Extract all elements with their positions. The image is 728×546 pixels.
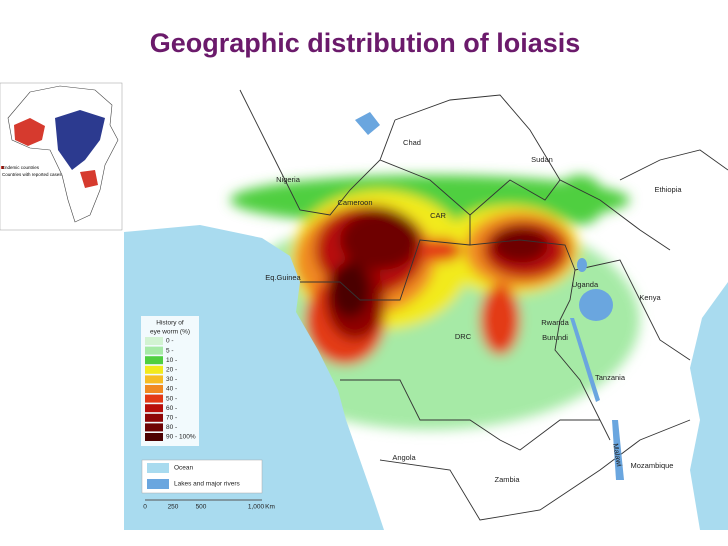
- scale-label: Km: [265, 504, 275, 511]
- prevalence-area: [555, 175, 605, 225]
- border: [394, 94, 561, 181]
- country-label: Ethiopia: [654, 185, 682, 194]
- legend-label: 50 -: [166, 395, 177, 402]
- legend-label: 20 -: [166, 367, 177, 374]
- country-label: Chad: [403, 138, 421, 147]
- legend-label: Ocean: [174, 465, 194, 472]
- inset-endemic: [55, 110, 105, 170]
- legend-swatch: [145, 365, 163, 374]
- lake: [612, 420, 624, 480]
- legend-swatch: [147, 463, 169, 473]
- map-legend: Ocean Lakes and major rivers: [141, 459, 263, 494]
- legend-swatch: [145, 337, 163, 345]
- legend-title: History of: [156, 320, 184, 327]
- legend-label: 0 -: [166, 338, 174, 345]
- legend-swatch: [145, 375, 163, 384]
- legend-swatch: [145, 404, 163, 413]
- border: [379, 419, 691, 521]
- legend-label: 80 -: [166, 424, 177, 431]
- prevalence-area: [340, 210, 420, 270]
- prevalence-area: [492, 227, 548, 263]
- prevalence-area: [418, 238, 462, 262]
- country-label: Mozambique: [631, 461, 674, 470]
- inset-legend-label: Endemic countries: [2, 165, 40, 170]
- inset-reported: [14, 118, 45, 146]
- borders: [239, 89, 728, 521]
- lake: [570, 318, 600, 402]
- ocean: [690, 282, 728, 530]
- legend-label: 10 -: [166, 357, 177, 364]
- country-label: Angola: [392, 453, 416, 462]
- scale-label: 250: [168, 504, 179, 511]
- country-label: Malawi: [611, 443, 624, 468]
- inset-reported: [80, 170, 98, 188]
- lake: [579, 289, 613, 321]
- border: [340, 379, 600, 451]
- lake: [355, 112, 380, 135]
- country-label: Zambia: [494, 475, 520, 484]
- legend-label: Lakes and major rivers: [174, 481, 240, 488]
- lake: [577, 258, 587, 272]
- legend-label: 70 -: [166, 415, 177, 422]
- legend-swatch: [145, 346, 163, 355]
- scale-bar: 0 250 500 1,000 Km: [143, 499, 275, 511]
- legend-label: 5 -: [166, 347, 174, 354]
- legend-title: eye worm (%): [150, 329, 190, 336]
- inset-legend-label: Countries with reported cases: [2, 172, 62, 177]
- scale-label: 0: [143, 504, 147, 511]
- border: [469, 215, 611, 441]
- scale-label: 500: [196, 504, 207, 511]
- country-label: Kenya: [639, 293, 661, 302]
- lakes: [355, 112, 624, 480]
- border: [300, 239, 471, 301]
- country-label: Uganda: [572, 280, 599, 289]
- country-label: Eq.Guinea: [265, 273, 301, 282]
- country-label: Rwanda: [541, 318, 569, 327]
- legend-swatch: [145, 423, 163, 432]
- legend-swatch: [147, 479, 169, 489]
- ocean: [124, 225, 384, 530]
- country-label: CAR: [430, 211, 446, 220]
- country-label: Cameroon: [337, 198, 372, 207]
- inset-map: Endemic countries Countries with reporte…: [0, 82, 123, 231]
- legend-swatch: [145, 433, 163, 441]
- slide-title: Geographic distribution of loiasis: [150, 28, 581, 58]
- border: [619, 149, 728, 181]
- country-label: DRC: [455, 332, 472, 341]
- scale-label: 1,000: [248, 504, 265, 511]
- prevalence-area: [480, 285, 520, 355]
- legend-swatch: [145, 394, 163, 403]
- inset-key: [1, 166, 4, 169]
- legend-swatch: [145, 413, 163, 422]
- country-label: Tanzania: [595, 373, 626, 382]
- country-label: Nigeria: [276, 175, 301, 184]
- country-labels: Chad Sudan Nigeria Ethiopia Cameroon CAR Eq.Gu…: [265, 138, 682, 484]
- legend-label: 90 - 100%: [166, 434, 196, 441]
- main-map: Chad Sudan Nigeria Ethiopia Cameroon CAR Eq.Gu…: [124, 83, 728, 530]
- prevalence-legend: History of eye worm (%) 0 - 5 - 10 - 20 - 30…: [141, 316, 199, 446]
- border: [379, 159, 671, 251]
- legend-label: 40 -: [166, 386, 177, 393]
- legend-label: 30 -: [166, 376, 177, 383]
- prevalence-area: [330, 262, 370, 318]
- country-label: Sudan: [531, 155, 553, 164]
- legend-swatch: [145, 356, 163, 365]
- legend-label: 60 -: [166, 405, 177, 412]
- legend-swatch: [145, 385, 163, 393]
- border: [574, 259, 691, 361]
- country-label: Burundi: [542, 333, 568, 342]
